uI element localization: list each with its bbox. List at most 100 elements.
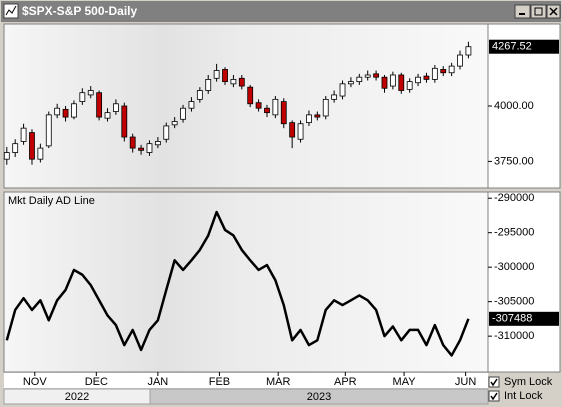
price-panel — [3, 23, 489, 189]
checkbox-label[interactable]: Sym Lock — [504, 376, 553, 388]
candle-body — [264, 107, 270, 114]
window-title: $SPX-S&P 500-Daily — [22, 4, 137, 18]
candle-body — [339, 83, 346, 97]
x-tick-label: JUN — [455, 376, 476, 388]
candle-body — [121, 105, 128, 138]
title-bar — [1, 1, 561, 22]
checkbox-label[interactable]: Int Lock — [504, 390, 543, 402]
candle-body — [62, 108, 69, 118]
candle-body — [381, 76, 388, 89]
candle-body — [113, 103, 119, 112]
candle-body — [163, 125, 170, 140]
candle-body — [348, 81, 354, 85]
candle-body — [423, 75, 430, 80]
candle-body — [457, 54, 463, 67]
candle-body — [322, 98, 329, 117]
candle-body — [364, 74, 371, 78]
y-tick-label: -300000 — [494, 261, 534, 273]
candle-body — [37, 147, 44, 160]
candle-body — [280, 101, 287, 125]
y-tick-label: 3750.00 — [494, 155, 534, 167]
last-value-label: -307488 — [492, 313, 532, 325]
candle-body — [205, 79, 212, 91]
candle-body — [465, 46, 472, 56]
panel-title: Mkt Daily AD Line — [8, 195, 95, 207]
candle-body — [180, 107, 186, 120]
candle-body — [406, 81, 413, 90]
candle-body — [45, 114, 52, 147]
checkbox[interactable] — [488, 390, 500, 402]
candle-body — [222, 69, 228, 83]
last-value-label: 4267.52 — [492, 41, 532, 53]
candle-body — [20, 127, 27, 142]
candle-body — [247, 86, 254, 105]
candle-body — [398, 74, 405, 91]
x-tick-label: DEC — [85, 376, 108, 388]
ad-axis — [487, 191, 561, 373]
window-icon — [3, 3, 19, 19]
y-tick-label: -290000 — [494, 192, 534, 204]
year-label: 2022 — [65, 391, 89, 403]
candle-body — [12, 143, 19, 153]
candle-body — [154, 141, 161, 146]
candle-body — [213, 70, 220, 79]
candle-body — [238, 77, 245, 87]
candle-body — [196, 90, 203, 100]
candle-body — [138, 147, 144, 151]
candle-body — [289, 122, 296, 138]
candle-body — [272, 98, 279, 116]
window-icon-glyph — [5, 5, 17, 16]
candle-body — [29, 132, 35, 160]
x-tick-label: MAR — [266, 376, 291, 388]
candle-body — [415, 76, 421, 84]
candle-body — [440, 69, 447, 74]
candle-body — [71, 103, 77, 118]
minimize-button[interactable] — [514, 4, 531, 19]
candle-body — [356, 76, 363, 83]
candle-body — [79, 92, 86, 102]
candle-body — [389, 74, 396, 87]
window-buttons[interactable] — [514, 4, 561, 19]
candle-body — [255, 102, 262, 109]
candle-body — [431, 67, 438, 80]
x-tick-label: JAN — [147, 376, 168, 388]
candle-body — [146, 143, 153, 153]
x-tick-label: NOV — [23, 376, 48, 388]
candle-body — [104, 112, 111, 119]
y-tick-label: -310000 — [494, 330, 534, 342]
candle-body — [171, 121, 178, 126]
candle-body — [230, 79, 237, 85]
year-box — [149, 388, 489, 405]
x-tick-label: APR — [334, 376, 357, 388]
candle-body — [87, 90, 94, 96]
x-tick-label: MAY — [393, 376, 417, 388]
candle-body — [297, 123, 304, 140]
candle-body — [129, 136, 136, 149]
candle-body — [306, 114, 312, 124]
candle-body — [3, 152, 10, 160]
last-value-box — [489, 39, 559, 54]
last-value-box — [489, 311, 559, 326]
maximize-glyph — [534, 7, 543, 16]
ad-panel — [3, 191, 489, 373]
ad-line — [5, 210, 470, 357]
candle-body — [188, 101, 195, 109]
candle-body — [314, 114, 321, 118]
candle-body — [448, 65, 455, 74]
candle-body — [54, 107, 61, 116]
candle-body — [373, 73, 379, 78]
check-glyph — [490, 392, 498, 401]
close-glyph — [549, 7, 558, 16]
checkbox[interactable] — [488, 376, 500, 388]
maximize-button[interactable] — [530, 4, 547, 19]
y-tick-label: 4000.00 — [494, 100, 534, 112]
month-axis — [4, 373, 488, 388]
x-tick-label: FEB — [209, 376, 230, 388]
candle-body — [331, 94, 338, 100]
year-label: 2023 — [307, 391, 331, 403]
check-glyph — [490, 378, 498, 387]
candle-body — [96, 92, 103, 118]
y-tick-label: -305000 — [494, 296, 534, 308]
y-tick-label: -295000 — [494, 227, 534, 239]
